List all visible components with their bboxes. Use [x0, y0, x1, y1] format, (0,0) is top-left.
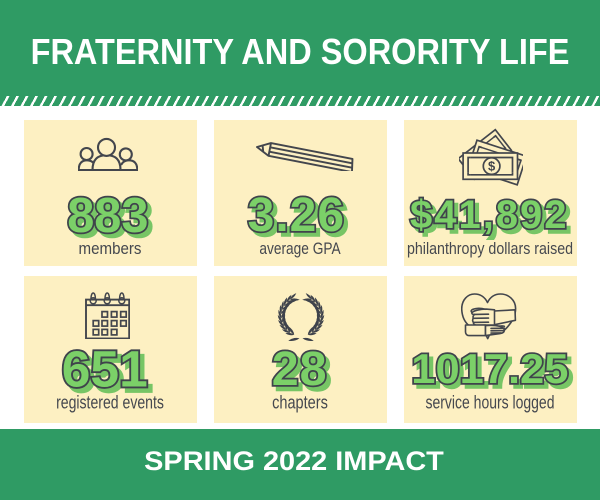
svg-text:$: $ — [488, 159, 496, 174]
